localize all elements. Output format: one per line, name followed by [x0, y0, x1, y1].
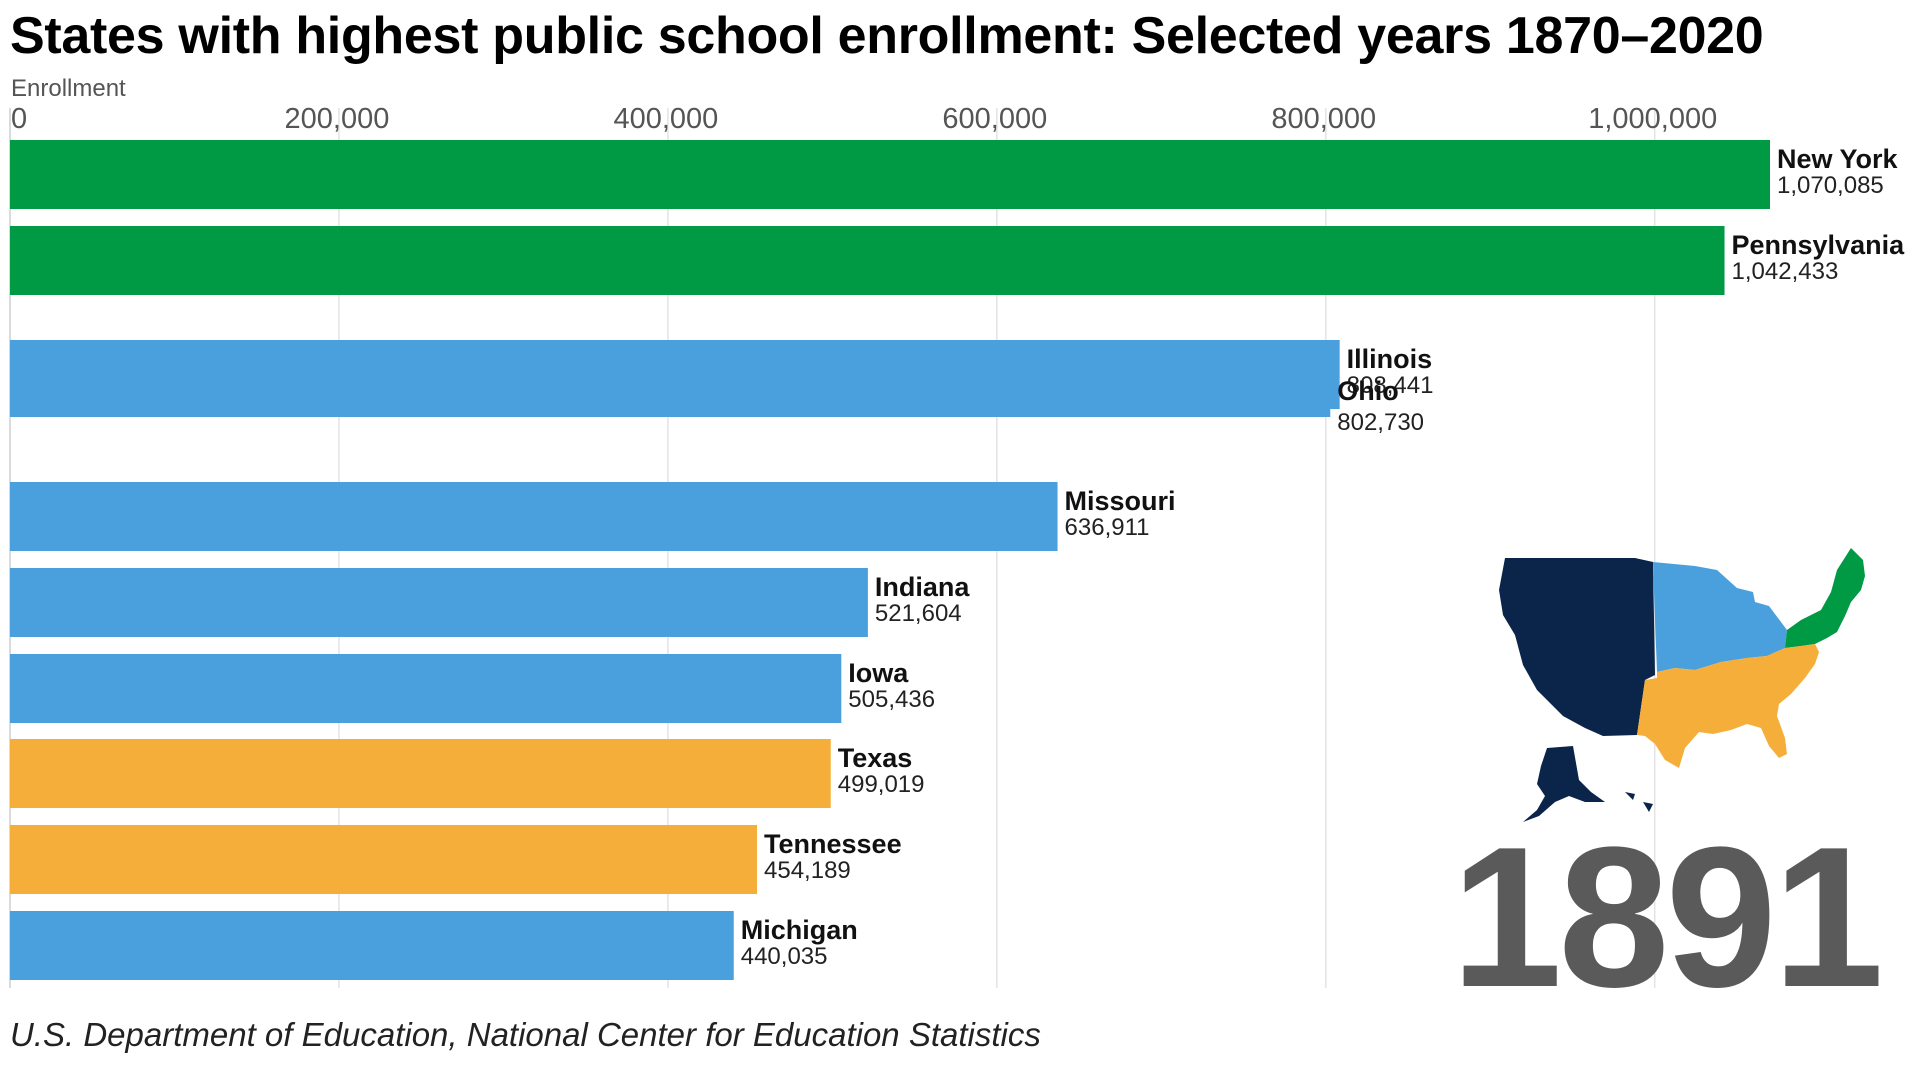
- bar-label-state: Missouri: [1065, 486, 1176, 516]
- map-region-midwest: [1653, 562, 1787, 672]
- bar-label-value: 1,070,085: [1777, 172, 1884, 199]
- bar-label-value: 636,911: [1065, 514, 1150, 541]
- us-regions-map-icon: [1499, 548, 1865, 822]
- x-tick-label: 400,000: [613, 103, 718, 135]
- year-label: 1891: [1451, 806, 1884, 1029]
- bar-missouri: [10, 482, 1058, 551]
- bar-label-state: Indiana: [875, 572, 970, 602]
- bar-tennessee: [10, 825, 758, 894]
- x-axis: Enrollment 0 200,000 400,000 600,000 800,000…: [11, 75, 1717, 135]
- x-tick-label: 600,000: [942, 103, 1047, 135]
- bar-label-state: Illinois: [1347, 344, 1433, 374]
- x-tick-label: 0: [11, 103, 27, 135]
- bar-label-value: 454,189: [764, 857, 851, 884]
- bar-label-value: 802,730: [1337, 409, 1424, 436]
- bar-label-value: 505,436: [848, 686, 935, 713]
- bar-label-state: New York: [1777, 144, 1899, 174]
- map-region-alaska: [1523, 746, 1605, 822]
- source-credit: U.S. Department of Education, National C…: [10, 1016, 1041, 1053]
- bar-iowa: [10, 654, 842, 723]
- bar-label-state: Ohio: [1337, 376, 1399, 406]
- bar-texas: [10, 739, 831, 808]
- map-region-south: [1637, 644, 1819, 768]
- bar-label-value: 440,035: [741, 943, 828, 970]
- bar-michigan: [10, 911, 734, 980]
- bar-label-value: 499,019: [838, 771, 925, 798]
- bar-new-york: [10, 140, 1770, 209]
- bar-label-state: Michigan: [741, 915, 858, 945]
- bar-label-value: 1,042,433: [1732, 258, 1839, 285]
- bar-illinois: [10, 340, 1340, 409]
- map-region-hawaii: [1625, 792, 1653, 812]
- chart-title: States with highest public school enroll…: [10, 7, 1764, 65]
- bar-label-value: 521,604: [875, 600, 962, 627]
- bar-pennsylvania: [10, 226, 1725, 295]
- bar-label-state: Tennessee: [764, 829, 902, 859]
- bars: [10, 140, 1770, 980]
- bar-label-state: Iowa: [848, 658, 909, 688]
- map-region-west: [1499, 558, 1655, 736]
- x-tick-label: 800,000: [1271, 103, 1376, 135]
- bar-chart: Enrollment 0 200,000 400,000 600,000 800,000…: [9, 75, 1905, 988]
- bar-label-value: 808,441: [1347, 372, 1434, 399]
- map-region-northeast: [1785, 548, 1865, 648]
- x-tick-label: 200,000: [285, 103, 390, 135]
- bar-indiana: [10, 568, 868, 637]
- x-tick-label: 1,000,000: [1588, 103, 1717, 135]
- bar-label-state: Texas: [838, 743, 913, 773]
- x-axis-title: Enrollment: [11, 75, 126, 102]
- bar-label-state: Pennsylvania: [1732, 230, 1906, 260]
